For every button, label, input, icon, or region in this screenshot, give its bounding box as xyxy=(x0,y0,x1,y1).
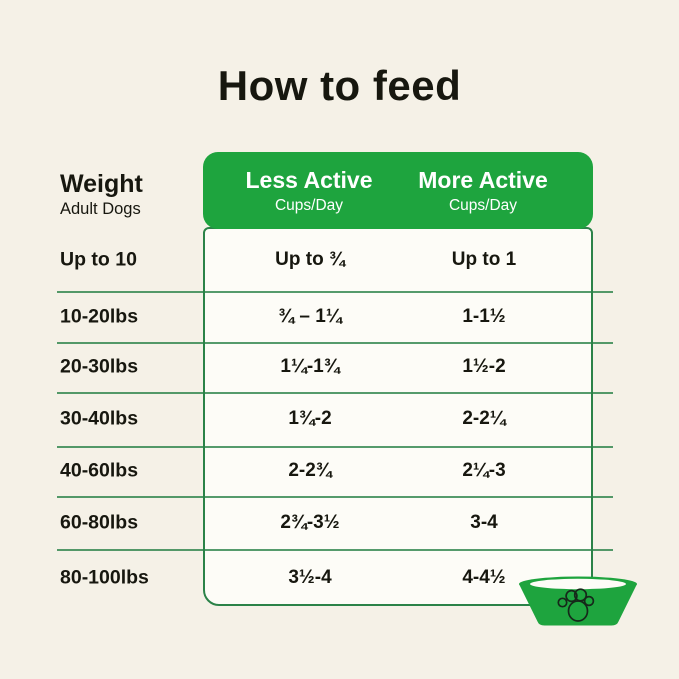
more-active-unit: Cups/Day xyxy=(448,196,518,214)
less-active-label: Less Active xyxy=(245,166,373,193)
more-active-cell: 3-4 xyxy=(470,511,498,533)
more-active-cell: 4-4½ xyxy=(462,566,506,588)
table-row: 80-100lbs 3½-4 4-4½ xyxy=(0,549,613,606)
weight-cell: 30-40lbs xyxy=(60,407,139,430)
less-active-cell: 2¾-3½ xyxy=(280,511,340,533)
weight-cell: 60-80lbs xyxy=(60,511,139,533)
weight-cell: 80-100lbs xyxy=(60,566,149,588)
weight-label: Weight xyxy=(60,170,143,198)
weight-column-header: Weight Adult Dogs xyxy=(60,171,143,219)
less-active-cell: 1¾-2 xyxy=(288,408,332,429)
row-divider xyxy=(57,446,613,448)
dog-bowl-icon xyxy=(519,576,637,626)
weight-sublabel: Adult Dogs xyxy=(60,200,141,219)
less-active-header: Less Active Cups/Day xyxy=(203,152,396,229)
table-row: 60-80lbs 2¾-3½ 3-4 xyxy=(0,496,613,549)
more-active-label: More Active xyxy=(418,166,548,193)
weight-cell: 20-30lbs xyxy=(60,355,139,378)
more-active-cell: 2¼-3 xyxy=(462,460,506,481)
row-divider xyxy=(57,496,613,498)
less-active-cell: ¾ – 1¼ xyxy=(278,305,342,327)
row-divider xyxy=(57,291,613,293)
weight-cell: 10-20lbs xyxy=(60,305,139,327)
table-body-panel xyxy=(203,227,593,606)
more-active-header: More Active Cups/Day xyxy=(396,152,593,229)
table-row: 20-30lbs 1¼-1¾ 1½-2 xyxy=(0,342,613,392)
table-row: 10-20lbs ¾ – 1¼ 1-1½ xyxy=(0,291,613,342)
less-active-cell: 2-2¾ xyxy=(288,460,332,481)
less-active-cell: 1¼-1¾ xyxy=(280,356,340,377)
page-title: How to feed xyxy=(217,62,462,109)
less-active-cell: Up to ¾ xyxy=(275,249,345,270)
paw-print-icon xyxy=(557,588,595,622)
more-active-cell: 1½-2 xyxy=(462,356,506,377)
table-row: Up to 10 Up to ¾ Up to 1 xyxy=(0,229,613,291)
more-active-cell: 2-2¼ xyxy=(462,408,506,429)
row-divider xyxy=(57,342,613,344)
row-divider xyxy=(57,549,613,551)
table-row: 30-40lbs 1¾-2 2-2¼ xyxy=(0,392,613,446)
more-active-cell: Up to 1 xyxy=(451,249,517,270)
more-active-cell: 1-1½ xyxy=(462,305,506,327)
weight-cell: Up to 10 xyxy=(60,248,137,271)
activity-header: Less Active Cups/Day More Active Cups/Da… xyxy=(203,152,593,229)
table-row: 40-60lbs 2-2¾ 2¼-3 xyxy=(0,446,613,496)
weight-cell: 40-60lbs xyxy=(60,459,139,482)
row-divider xyxy=(57,392,613,394)
less-active-cell: 3½-4 xyxy=(288,566,332,588)
less-active-unit: Cups/Day xyxy=(274,196,344,214)
